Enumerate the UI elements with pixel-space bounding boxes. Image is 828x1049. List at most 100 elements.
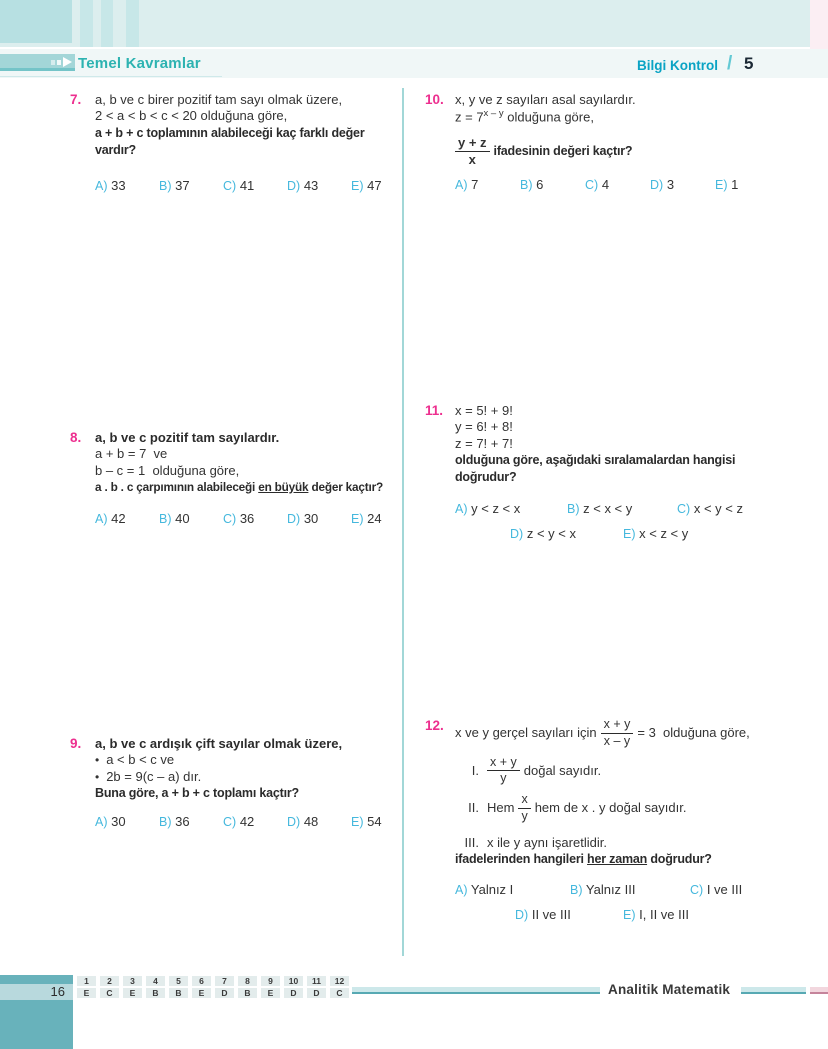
banner-corner-block xyxy=(0,0,72,43)
question-number: 7. xyxy=(70,92,82,107)
option: B) 6 xyxy=(520,177,544,193)
option: C) x < y < z xyxy=(677,500,743,516)
option: C) 4 xyxy=(585,177,610,193)
option: D) 3 xyxy=(650,177,675,193)
answer-key-number: 8 xyxy=(238,976,257,986)
arrow-icon xyxy=(63,57,72,67)
answer-key-letter: B xyxy=(169,988,188,998)
option: A) 42 xyxy=(95,511,126,527)
answer-key-number: 4 xyxy=(146,976,165,986)
option: E) 24 xyxy=(351,511,382,527)
fraction: x + y y xyxy=(487,755,520,787)
question-12: 12. x ve y gerçel sayıları için x + y x … xyxy=(425,717,815,925)
question-stem: y + z x ifadesinin değeri kaçtır? xyxy=(455,135,815,168)
answer-key-number: 5 xyxy=(169,976,188,986)
bilgi-kontrol-label: Bilgi Kontrol xyxy=(637,58,718,73)
section-title-bar xyxy=(0,54,75,71)
footer-rule-right xyxy=(741,987,806,994)
answer-key-letter: D xyxy=(307,988,326,998)
options-row: A) 30 B) 36 C) 42 D) 48 E) 54 xyxy=(95,814,397,831)
question-equation: x = 5! + 9! xyxy=(455,403,513,418)
question-stem: a . b . c çarpımının alabileceği en büyü… xyxy=(95,479,383,494)
answer-key-number: 7 xyxy=(215,976,234,986)
fraction: y + z x xyxy=(455,135,490,168)
options-row: A) 33 B) 37 C) 41 D) 43 E) 47 xyxy=(95,178,397,195)
option: A) 33 xyxy=(95,177,126,193)
answer-key-letter: E xyxy=(123,988,142,998)
option: C) 36 xyxy=(223,511,255,527)
fraction: x + y x – y xyxy=(600,717,634,749)
option: B) 36 xyxy=(159,814,190,830)
answer-key-letter: E xyxy=(77,988,96,998)
option: A) y < z < x xyxy=(455,500,521,516)
question-equation: y = 6! + 8! xyxy=(455,419,513,435)
footer-rule-pink xyxy=(810,987,828,994)
answer-key-number: 11 xyxy=(307,976,326,986)
option: C) 42 xyxy=(223,814,255,830)
question-9: 9. a, b ve c ardışık çift sayılar olmak … xyxy=(70,736,397,831)
top-banner xyxy=(0,0,828,47)
answer-key-letter: C xyxy=(100,988,119,998)
answer-key-column: 11 D xyxy=(307,976,326,998)
page-number: 16 xyxy=(0,984,73,1000)
section-title-underline xyxy=(0,76,222,77)
question-stem: a + b + c toplamının alabileceği kaç far… xyxy=(95,125,365,158)
question-number: 9. xyxy=(70,736,82,751)
question-equation: z = 7! + 7! xyxy=(455,435,513,451)
question-number: 10. xyxy=(425,92,444,107)
arrow-icon xyxy=(51,60,55,65)
question-10: 10. x, y ve z sayıları asal sayılardır. … xyxy=(425,92,815,194)
header-band xyxy=(0,49,828,78)
option: D) 30 xyxy=(287,511,319,527)
option: B) 40 xyxy=(159,511,190,527)
question-stem: Buna göre, a + b + c toplamı kaçtır? xyxy=(95,785,299,800)
question-text: a, b ve c birer pozitif tam sayı olmak ü… xyxy=(95,92,343,107)
answer-key-letter: D xyxy=(215,988,234,998)
arrow-icon xyxy=(57,60,61,65)
option: E) 54 xyxy=(351,814,382,830)
question-text: a, b ve c pozitif tam sayılardır. xyxy=(95,430,280,445)
answer-key-column: 10 D xyxy=(284,976,303,998)
question-text: a + b = 7 ve xyxy=(95,446,168,462)
option: B) z < x < y xyxy=(567,500,633,516)
question-text: b – c = 1 olduğuna göre, xyxy=(95,462,240,478)
option: B) 37 xyxy=(159,177,190,193)
answer-key-letter: B xyxy=(146,988,165,998)
question-text: a, b ve c ardışık çift sayılar olmak üze… xyxy=(95,736,343,751)
question-stem: ifadelerinden hangileri her zaman doğrud… xyxy=(455,851,712,866)
page-edge-pink-strip xyxy=(810,0,828,62)
answer-key-letter: C xyxy=(330,988,349,998)
question-11: 11. x = 5! + 9! y = 6! + 8! z = 7! + 7! … xyxy=(425,403,815,544)
option: C) 41 xyxy=(223,177,255,193)
question-8: 8. a, b ve c pozitif tam sayılardır. a +… xyxy=(70,430,397,528)
answer-key-number: 3 xyxy=(123,976,142,986)
answer-key-number: 10 xyxy=(284,976,303,986)
option: E) 47 xyxy=(351,177,382,193)
question-7: 7. a, b ve c birer pozitif tam sayı olma… xyxy=(70,92,397,195)
section-title: Temel Kavramlar xyxy=(78,55,201,72)
option: E) 1 xyxy=(715,177,739,193)
column-divider xyxy=(402,88,404,956)
answer-key-letter: E xyxy=(192,988,211,998)
bilgi-kontrol-number: 5 xyxy=(744,54,754,73)
banner-stripe xyxy=(126,0,139,47)
answer-key-number: 1 xyxy=(77,976,96,986)
question-number: 8. xyxy=(70,430,82,445)
bilgi-kontrol-slash: / xyxy=(727,53,733,74)
banner-stripe xyxy=(101,0,113,47)
option: A) 7 xyxy=(455,177,479,193)
option: A) Yalnız I xyxy=(455,882,514,898)
options-row: D) II ve III E) I, II ve III xyxy=(455,907,815,925)
book-title: Analitik Matematik xyxy=(608,982,731,997)
option: D) II ve III xyxy=(515,907,571,923)
question-number: 11. xyxy=(425,403,444,418)
answer-key-number: 2 xyxy=(100,976,119,986)
